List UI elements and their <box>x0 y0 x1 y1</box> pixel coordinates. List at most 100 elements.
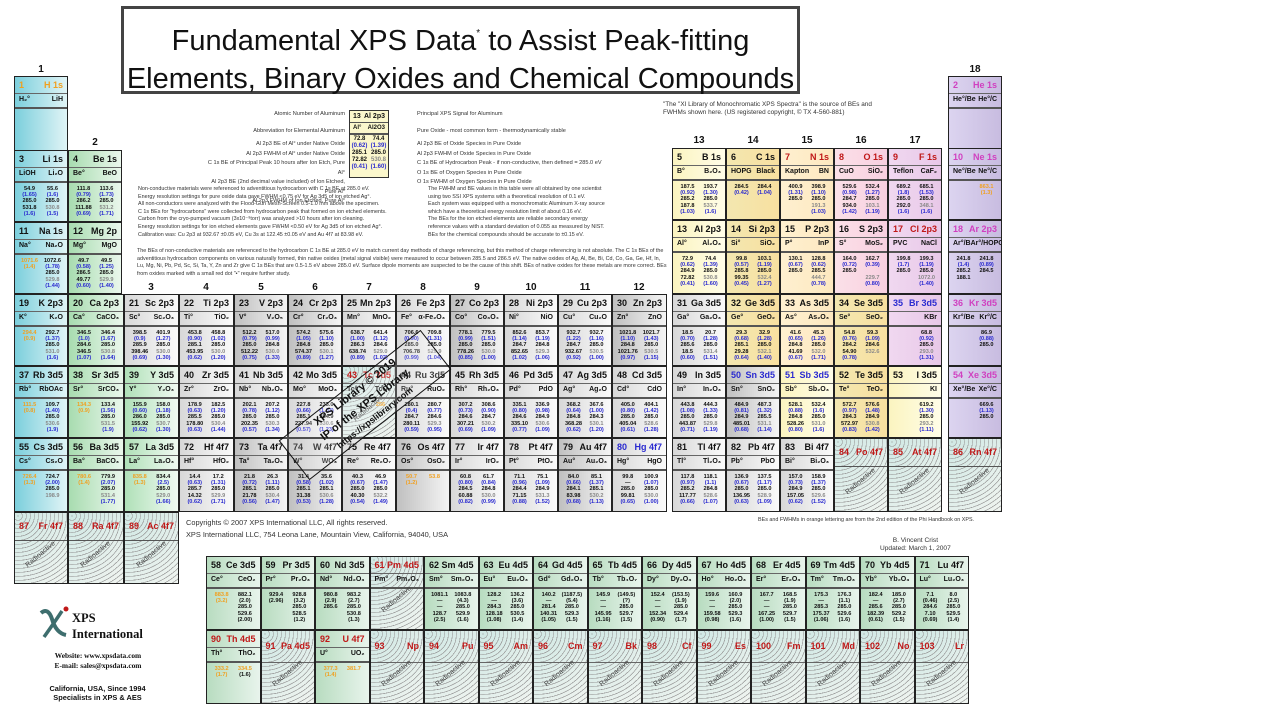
data-value: 724.7 <box>45 474 60 480</box>
data-value: 529.8 <box>703 420 718 427</box>
species-compound: ZnO <box>648 314 662 322</box>
data-value: 285.0 <box>673 604 688 611</box>
element-cell-Sc: 21 Sc 2p3 Sc° Sc₂O₃ 398.5 401.9 (0.9) (1.27) 285… <box>124 294 179 366</box>
legend-example-cell: 13 Al 2p3 Al° Al2O3 72.8 74.4 (0.62) (1.39) … <box>349 110 389 178</box>
atomic-number: 73 <box>239 441 250 452</box>
species-compound: He°/C <box>978 96 997 104</box>
xps-signal: Eu 4d5 <box>498 559 528 570</box>
data-value: (1.1) <box>838 598 851 605</box>
data-value: (1.5) <box>566 616 578 623</box>
group-4-label: 4 <box>203 282 209 293</box>
xps-signal: Xe 3d5 <box>967 369 997 380</box>
atomic-number: 90 <box>211 633 222 644</box>
element-cell-96: 96 Cm Radioactive <box>533 630 588 704</box>
data-value: 285.0 <box>979 342 994 349</box>
atomic-number: 79 <box>563 441 574 452</box>
data-value: 41.69 <box>788 348 803 355</box>
atomic-number: 84 <box>839 447 850 458</box>
xps-signal: Y 3d5 <box>150 369 174 380</box>
legend-right-labels: Principal XPS Signal for Aluminum Pure O… <box>417 111 602 185</box>
data-value: (2.5) <box>157 480 169 487</box>
data-value: 530.0 <box>211 348 226 355</box>
species-elemental: Pt° <box>509 458 519 466</box>
data-value: 285.0 <box>757 268 772 275</box>
element-cell-O: 8 O 1s CuO SiO₂ 529.6 532.4 (0.98) (1.27) 284.7 2… <box>834 148 888 220</box>
species-elemental: Xe°/Be <box>953 386 976 394</box>
data-value: (0.59) <box>404 426 419 433</box>
data-value: (0.56) <box>242 498 257 505</box>
data-value: 381.7 <box>346 666 361 672</box>
data-value: 284.9 <box>535 414 550 421</box>
data-value: 99.8 <box>736 256 747 262</box>
species-elemental: Be° <box>73 170 85 178</box>
data-value: (0.66) <box>680 498 695 505</box>
data-value: (1.19) <box>535 336 550 343</box>
species-elemental: Gd° <box>538 576 551 584</box>
data-value: 367.6 <box>589 402 604 408</box>
species-elemental: Tm° <box>810 576 824 584</box>
data-value: 284.8 <box>620 342 635 349</box>
element-cell-Ti: 22 Ti 2p3 Ti° TiO₂ 453.8 458.8 (0.90) (1.02) 285… <box>179 294 234 366</box>
species-compound: KBr <box>924 314 937 322</box>
data-value: (0.8) <box>23 408 36 415</box>
data-value: (0.9) <box>133 336 146 343</box>
group-2-label: 2 <box>92 137 98 148</box>
data-value: (0.79) <box>242 336 257 343</box>
element-cell-Ag: 47 Ag 3d5 Ag° Ag₂O 368.2 367.6 (0.64) (1.00) 284… <box>558 366 612 438</box>
data-value: 284.4 <box>757 184 772 190</box>
element-cell-Mo: 42 Mo 3d5 Mo° MoO₃ 227.8 233.0 (0.66) (1.03) 285… <box>288 366 342 438</box>
species-compound: α-Fe₂O₃ <box>418 314 445 322</box>
data-value: 191.3 <box>811 202 826 209</box>
title-line-2: Elements, Binary Oxides and Chemical Com… <box>126 63 795 95</box>
data-value: (1.52) <box>811 498 826 505</box>
element-cell-Kr: 36 Kr 3d5 Kr°/Be Kr°/C 86.9 (0.88) 285.0 <box>948 294 1002 366</box>
data-value: (0.9) <box>78 408 90 415</box>
data-value: (2.5) <box>433 616 446 623</box>
data-value: 284.7 <box>404 414 419 421</box>
data-value: (0.69) <box>458 426 473 433</box>
atomic-number: 88 <box>73 521 84 532</box>
atomic-number: 21 <box>129 297 140 308</box>
species-compound: NaCl <box>921 240 937 248</box>
xps-signal: Mo 3d5 <box>305 369 337 380</box>
data-value: (1.13) <box>979 408 994 415</box>
data-value: (1.08) <box>486 616 502 623</box>
data-value: 293.2 <box>919 420 934 427</box>
atomic-number: 74 <box>293 441 304 452</box>
data-value: 168.5 <box>782 592 797 598</box>
xps-signal: H 1s <box>43 79 63 90</box>
data-value <box>784 281 807 287</box>
xps-signal: Nb 3d5 <box>252 369 283 380</box>
data-value: (1.6) <box>729 616 742 623</box>
data-value: 41.6 <box>790 330 801 336</box>
xps-signal: At 4f7 <box>911 447 937 458</box>
data-value: 779.5 <box>481 330 496 336</box>
atomic-number: 38 <box>73 369 84 380</box>
species-compound: PdO <box>538 386 553 394</box>
species-elemental: K° <box>19 314 27 322</box>
species-elemental: La° <box>129 458 140 466</box>
data-value: 280.7 <box>427 402 442 408</box>
data-value: 530.1 <box>319 348 334 355</box>
xps-signal: Dy 4d5 <box>661 559 692 570</box>
data-value: (1.06) <box>535 354 550 361</box>
atomic-number: 54 <box>953 369 964 380</box>
xps-signal: Po 4f7 <box>855 447 883 458</box>
data-value: (1.30) <box>155 426 171 433</box>
data-value: 285.2 <box>680 196 695 203</box>
species-compound: Er₂O₃ <box>781 576 801 584</box>
data-value: 530.2 <box>481 420 496 427</box>
data-value: 285.0 <box>896 268 911 275</box>
data-value: 531.4 <box>703 348 718 355</box>
data-value: (0.78) <box>242 408 257 415</box>
atomic-number: 59 <box>265 559 276 570</box>
data-value: (0.68) <box>566 498 581 505</box>
data-value: (1.27) <box>865 190 880 197</box>
data-value: (0.79) <box>76 192 91 199</box>
element-cell-Ni: 28 Ni 2p3 Ni° NiO 852.6 853.7 (1.14) (1.19) 284.… <box>504 294 558 366</box>
species-compound: Sb₂O₃ <box>808 386 829 394</box>
data-value: — <box>491 598 497 605</box>
xps-signal: B 1s <box>701 151 721 162</box>
xps-signal: Mn 2p3 <box>359 297 391 308</box>
data-value: (0.53) <box>296 498 311 505</box>
